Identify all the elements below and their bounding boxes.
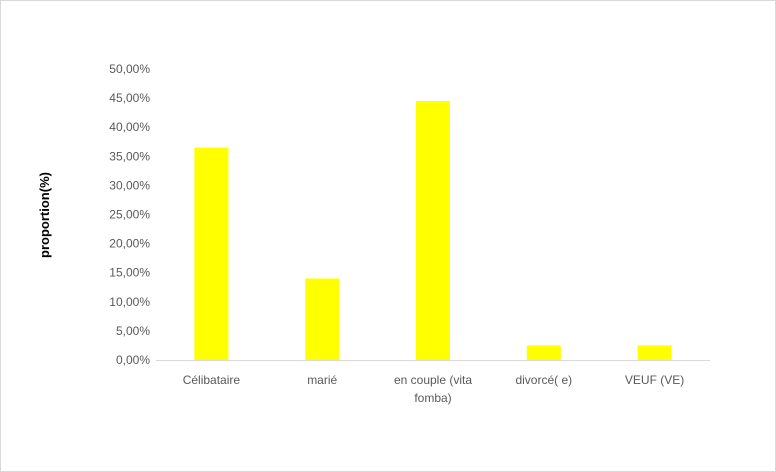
x-tick-label: en couple (vita fomba) <box>394 373 472 405</box>
y-axis-ticks: 0,00% 5,00% 10,00% 15,00% 20,00% 25,00% 30,00%… <box>109 62 150 367</box>
bar <box>194 147 229 360</box>
y-tick-label: 10,00% <box>109 295 150 309</box>
x-tick-label: Célibataire <box>183 373 241 387</box>
y-tick-label: 50,00% <box>109 62 150 76</box>
bars <box>194 101 672 360</box>
y-tick-label: 35,00% <box>109 149 150 163</box>
bar <box>416 101 450 360</box>
x-tick-label-line: marié <box>307 373 337 387</box>
y-tick-label: 20,00% <box>109 237 150 251</box>
bar <box>526 345 561 360</box>
bar <box>637 345 672 360</box>
x-tick-label: divorcé( e) <box>515 373 572 387</box>
y-axis-title: proportion(%) <box>37 172 52 258</box>
y-tick-label: 15,00% <box>109 266 150 280</box>
x-axis-labels: Célibataire marié en couple (vita fomba) div… <box>183 373 685 405</box>
y-tick-label: 25,00% <box>109 208 150 222</box>
x-tick-label-line: en couple (vita <box>394 373 472 387</box>
x-tick-label: marié <box>307 373 337 387</box>
x-tick-label-line: Célibataire <box>183 373 241 387</box>
x-tick-label-line: VEUF (VE) <box>625 373 684 387</box>
y-tick-label: 45,00% <box>109 91 150 105</box>
x-tick-label-line: divorcé( e) <box>515 373 572 387</box>
y-tick-label: 40,00% <box>109 120 150 134</box>
bar <box>305 278 340 360</box>
x-tick-label: VEUF (VE) <box>625 373 684 387</box>
y-tick-label: 0,00% <box>116 353 150 367</box>
y-tick-label: 5,00% <box>116 324 150 338</box>
y-tick-label: 30,00% <box>109 178 150 192</box>
x-tick-label-line: fomba) <box>414 391 451 405</box>
